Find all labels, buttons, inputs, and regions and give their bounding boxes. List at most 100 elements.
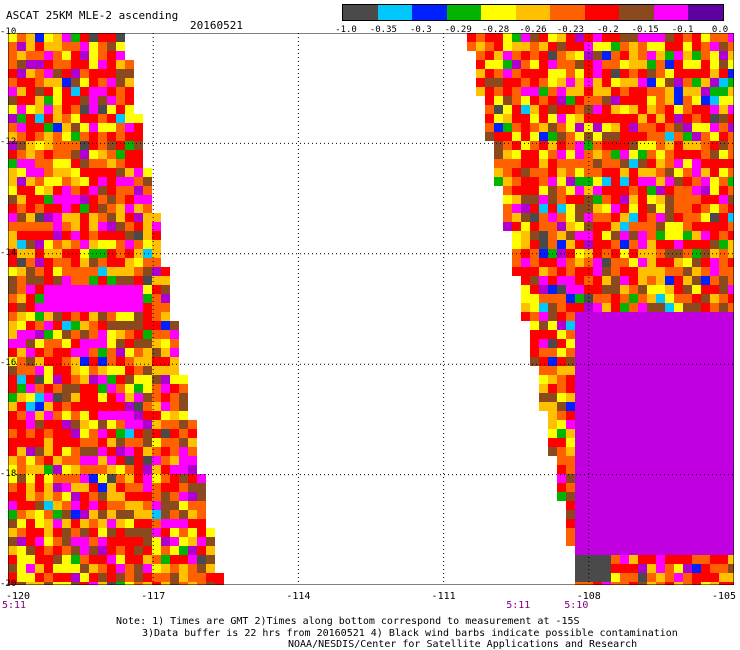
data-cell (656, 69, 665, 78)
data-cell (530, 195, 539, 204)
data-cell (620, 582, 629, 585)
data-cell (674, 123, 683, 132)
data-cell (134, 177, 143, 186)
data-cell (638, 501, 647, 510)
data-cell (494, 150, 503, 159)
data-cell (179, 447, 188, 456)
data-cell (35, 564, 44, 573)
data-cell (116, 474, 125, 483)
data-cell (638, 276, 647, 285)
data-cell (530, 303, 539, 312)
data-cell (701, 510, 710, 519)
data-cell (521, 177, 530, 186)
data-cell (539, 402, 548, 411)
data-cell (566, 258, 575, 267)
data-cell (575, 186, 584, 195)
data-cell (17, 96, 26, 105)
data-cell (44, 438, 53, 447)
data-cell (107, 510, 116, 519)
data-cell (197, 483, 206, 492)
data-cell (719, 177, 728, 186)
data-cell (8, 510, 17, 519)
data-cell (566, 249, 575, 258)
data-cell (620, 330, 629, 339)
data-cell (161, 339, 170, 348)
data-cell (8, 447, 17, 456)
data-cell (17, 393, 26, 402)
data-cell (17, 357, 26, 366)
data-cell (530, 321, 539, 330)
data-cell (134, 573, 143, 582)
data-cell (161, 411, 170, 420)
data-cell (53, 465, 62, 474)
data-cell (53, 393, 62, 402)
data-cell (134, 159, 143, 168)
data-cell (161, 438, 170, 447)
data-cell (512, 33, 521, 42)
data-cell (98, 330, 107, 339)
data-cell (521, 114, 530, 123)
data-cell (71, 78, 80, 87)
data-cell (62, 240, 71, 249)
data-cell (593, 474, 602, 483)
data-cell (116, 294, 125, 303)
data-cell (98, 339, 107, 348)
data-cell (548, 276, 557, 285)
data-cell (728, 96, 734, 105)
color-scale-label: -0.2 (596, 25, 619, 35)
data-cell (53, 573, 62, 582)
data-cell (125, 573, 134, 582)
data-cell (593, 186, 602, 195)
data-cell (719, 348, 728, 357)
data-cell (134, 510, 143, 519)
data-cell (89, 231, 98, 240)
data-cell (53, 240, 62, 249)
data-cell (80, 447, 89, 456)
data-cell (557, 312, 566, 321)
data-cell (692, 375, 701, 384)
data-cell (710, 501, 719, 510)
data-cell (611, 555, 620, 564)
data-cell (80, 87, 89, 96)
data-cell (575, 51, 584, 60)
data-cell (620, 429, 629, 438)
data-cell (125, 312, 134, 321)
data-cell (44, 447, 53, 456)
data-cell (539, 267, 548, 276)
data-cell (728, 366, 734, 375)
data-cell (512, 258, 521, 267)
data-cell (674, 564, 683, 573)
data-cell (125, 285, 134, 294)
data-cell (701, 249, 710, 258)
data-cell (710, 564, 719, 573)
data-cell (647, 33, 656, 42)
data-cell (566, 492, 575, 501)
data-cell (575, 168, 584, 177)
data-cell (539, 186, 548, 195)
data-cell (35, 240, 44, 249)
data-cell (665, 204, 674, 213)
data-cell (17, 249, 26, 258)
data-cell (44, 483, 53, 492)
data-cell (656, 429, 665, 438)
data-cell (89, 195, 98, 204)
data-cell (8, 213, 17, 222)
data-cell (647, 195, 656, 204)
data-cell (728, 483, 734, 492)
data-cell (26, 501, 35, 510)
data-cell (665, 276, 674, 285)
data-cell (35, 42, 44, 51)
data-cell (683, 537, 692, 546)
data-cell (35, 402, 44, 411)
data-cell (701, 330, 710, 339)
data-cell (107, 339, 116, 348)
data-cell (548, 240, 557, 249)
data-cell (35, 51, 44, 60)
data-cell (80, 483, 89, 492)
data-cell (26, 33, 35, 42)
data-cell (692, 132, 701, 141)
data-cell (548, 186, 557, 195)
data-cell (161, 366, 170, 375)
data-cell (134, 276, 143, 285)
data-cell (719, 519, 728, 528)
